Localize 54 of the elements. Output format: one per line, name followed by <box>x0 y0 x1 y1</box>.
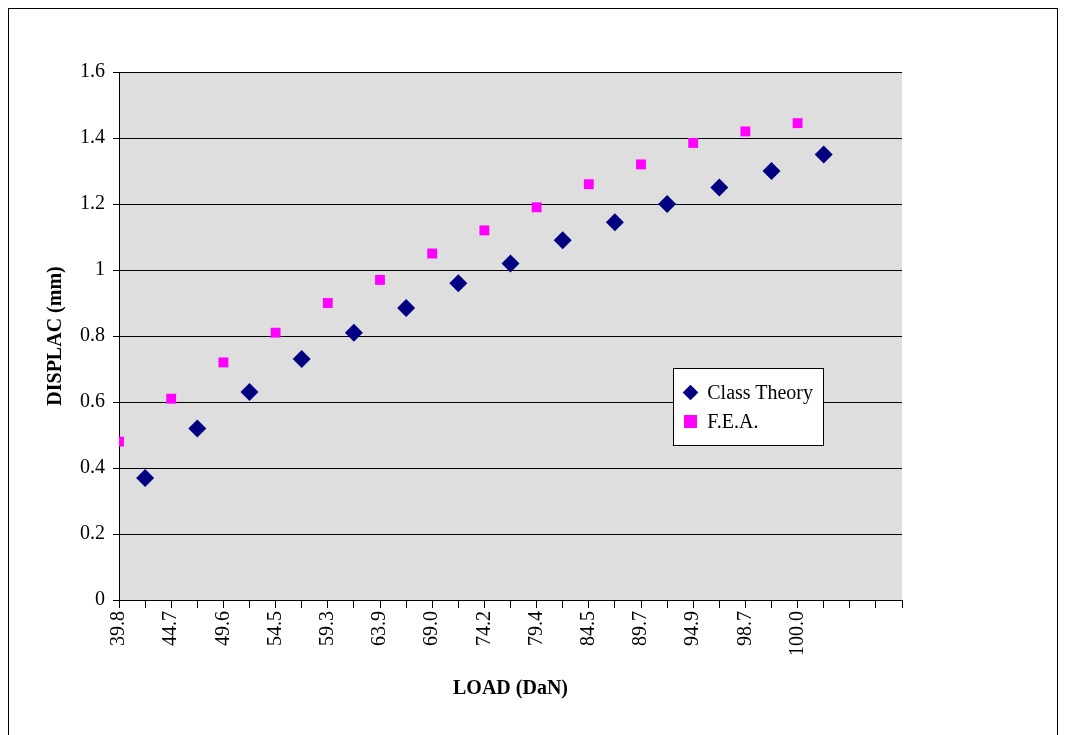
x-tick-label: 94.9 <box>680 611 703 646</box>
point <box>449 274 468 293</box>
point <box>792 118 803 129</box>
point <box>427 248 438 259</box>
point <box>553 231 572 250</box>
point <box>740 126 751 137</box>
point <box>188 419 207 438</box>
x-tick-label: 69.0 <box>419 611 442 646</box>
point <box>344 323 363 342</box>
x-tick-label: 74.2 <box>471 611 494 646</box>
point <box>136 468 155 487</box>
point <box>636 159 646 170</box>
y-tick-label: 1.6 <box>80 59 105 82</box>
point <box>531 202 542 213</box>
point <box>479 225 490 236</box>
y-tick-label: 0 <box>95 587 105 610</box>
point <box>322 298 333 308</box>
y-axis-title: DISPLAC (mm) <box>43 266 67 406</box>
point <box>710 178 729 197</box>
x-tick-label: 49.6 <box>210 611 233 646</box>
point <box>166 393 177 404</box>
y-tick-label: 1 <box>95 257 105 280</box>
y-tick-label: 0.4 <box>80 455 105 478</box>
legend-label: Class Theory <box>707 380 813 404</box>
point <box>605 213 624 232</box>
point <box>270 327 281 338</box>
x-tick-label: 54.5 <box>262 611 285 646</box>
x-tick-label: 39.8 <box>106 611 129 646</box>
y-tick-label: 0.6 <box>80 389 105 412</box>
x-tick-label: 63.9 <box>367 611 390 646</box>
point <box>688 138 699 148</box>
point <box>658 195 677 213</box>
y-tick-label: 0.2 <box>80 521 105 544</box>
point <box>397 298 416 317</box>
point <box>240 383 259 402</box>
x-tick-label: 79.4 <box>523 611 546 646</box>
x-tick-label: 44.7 <box>158 611 181 646</box>
x-tick-label: 98.7 <box>732 611 755 646</box>
y-tick-label: 1.4 <box>80 125 105 148</box>
point <box>762 162 781 180</box>
point <box>501 254 520 273</box>
point <box>375 274 385 285</box>
x-tick-label: 59.3 <box>315 611 338 646</box>
x-axis-title: LOAD (DaN) <box>453 676 568 700</box>
point <box>814 145 833 164</box>
x-tick-label: 84.5 <box>576 611 599 646</box>
point <box>583 179 594 190</box>
y-tick-label: 1.2 <box>80 191 105 214</box>
x-tick-label: 100.0 <box>784 611 807 656</box>
point <box>218 357 229 368</box>
legend-label: F.E.A. <box>707 409 759 433</box>
x-tick-label: 89.7 <box>628 611 651 646</box>
y-tick-label: 0.8 <box>80 323 105 346</box>
point <box>292 350 311 369</box>
